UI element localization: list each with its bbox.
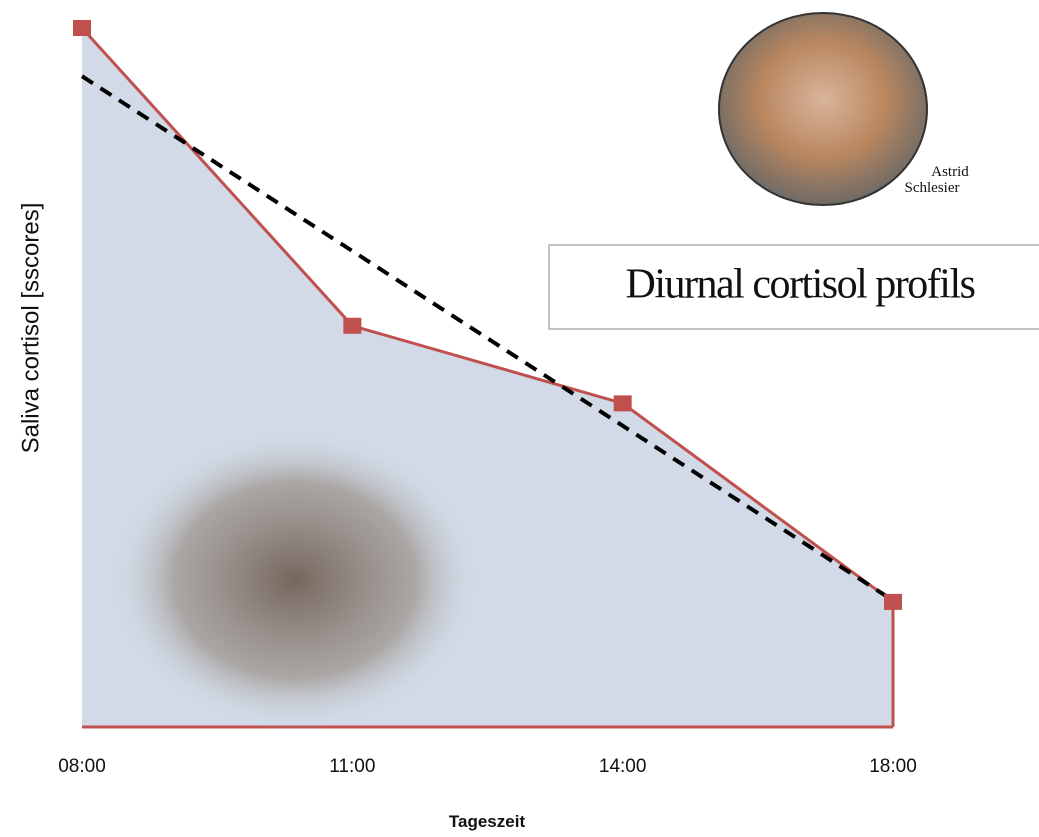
x-tick-label: 11:00 (329, 756, 375, 777)
chart-title: Diurnal cortisol profils (626, 262, 975, 308)
x-tick-label: 14:00 (599, 756, 647, 777)
photo (110, 430, 480, 730)
data-marker (73, 20, 91, 36)
x-tick-label: 18:00 (869, 756, 917, 777)
photo-caption: Schlesier (905, 180, 960, 196)
x-axis-title: Tageszeit (449, 812, 526, 831)
portrait-photo (718, 12, 928, 206)
title-box (548, 244, 1039, 330)
photo-caption: Astrid (931, 164, 969, 180)
data-marker (613, 395, 632, 412)
trend-line (80, 74, 895, 603)
y-axis-title: Saliva cortisol [sscores] (17, 203, 44, 454)
x-tick-label: 08:00 (58, 756, 106, 777)
data-line (80, 26, 894, 604)
data-marker (884, 593, 902, 610)
data-marker (343, 317, 362, 334)
